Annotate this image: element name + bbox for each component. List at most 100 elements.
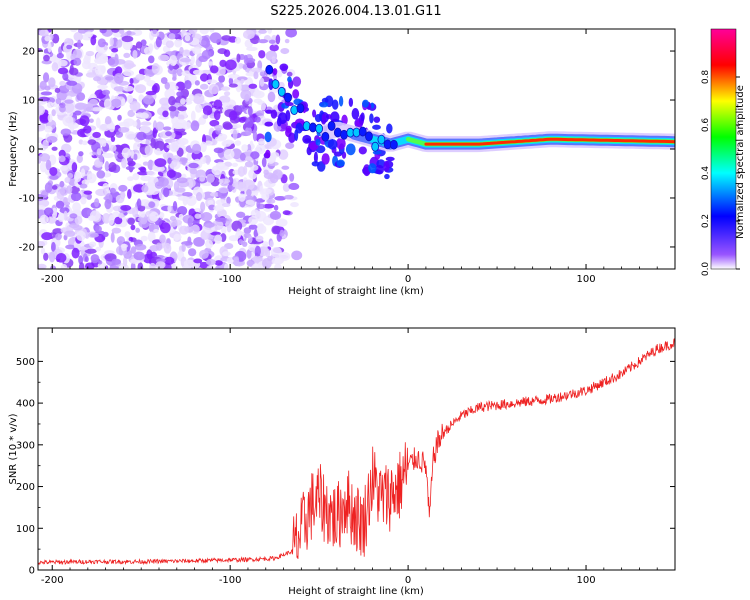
spectrogram-cell [59,180,65,188]
spectrogram-ridge-cell [389,139,398,150]
spectrogram-cell [90,35,97,46]
spectrogram-cell [321,153,330,165]
spectrogram-cell [74,215,83,225]
spectrogram-cell [304,138,312,143]
spectrogram-cell [127,176,134,182]
spectrogram-cell [218,74,226,83]
spectrogram-cell [243,227,252,234]
spectrogram-cell [111,29,120,33]
spectrogram-cell [152,29,157,35]
spectrogram-y-tick-label: -10 [19,193,35,204]
spectrogram-cell [83,125,92,134]
spectrogram-cell [134,243,147,251]
spectrogram-cell [288,132,296,144]
spectrogram-y-label: Frequency (Hz) [8,111,19,187]
spectrogram-cell [89,241,97,248]
spectrogram-cell [206,173,215,183]
spectrogram-y-tick-label: -20 [19,242,35,253]
spectrogram-cell [73,31,83,42]
spectrogram-cell [38,123,46,130]
spectrogram-cell [172,200,178,212]
spectrogram-cell [221,35,232,41]
spectrogram-cell [132,173,140,181]
spectrogram-cell [267,29,273,34]
spectrogram-cell [240,78,245,84]
spectrogram-cell [78,151,84,157]
spectrogram-cell [282,210,291,216]
snr-y-tick-label: 0 [29,566,35,577]
spectrogram-cell [87,62,99,71]
spectrogram-cell [207,61,214,66]
snr-y-tick-label: 500 [16,357,35,368]
spectrogram-cell [224,59,237,71]
spectrogram-cell [117,114,122,121]
spectrogram-cell [47,113,53,123]
spectrogram-cell [269,240,274,248]
spectrogram-cell [207,199,214,206]
spectrogram-cell [190,55,195,65]
spectrogram-cell [255,143,266,155]
spectrogram-cell [278,81,285,89]
spectrogram-cell [265,109,273,114]
spectrogram-cell [133,251,145,261]
spectrogram-cell [73,57,82,66]
spectrogram-cell [71,162,78,173]
spectrogram-cell [199,29,209,35]
spectrogram-cell [258,138,265,145]
colorbar: 0.0 0.2 0.4 0.6 0.8 Normalized spectral ampl… [701,28,746,277]
spectrogram-cell [254,116,261,123]
spectrogram-cell [111,48,119,53]
spectrogram-cell [110,232,115,243]
spectrogram-cell [231,220,243,232]
spectrogram-cell [228,83,238,88]
spectrogram-ridge [263,63,675,180]
spectrogram-cell [115,131,124,138]
spectrogram-cell [54,87,61,93]
spectrogram-ridge-cell [377,134,386,145]
spectrogram-cell [242,29,255,40]
spectrogram-cell [141,185,149,193]
spectrogram-cell [79,183,88,189]
spectrogram-cell [221,203,231,208]
spectrogram-cell [262,258,272,269]
spectrogram-cell [57,67,69,75]
spectrogram-cell [278,149,289,160]
spectrogram-cell [132,120,138,128]
spectrogram-cell [144,145,153,156]
colorbar-tick-label: 0.0 [701,262,711,277]
spectrogram-cell [80,196,87,205]
spectrogram-cell [143,46,153,55]
spectrogram-cell [204,140,213,146]
spectrogram-cell [243,165,248,175]
spectrogram-cell [194,80,200,86]
spectrogram-cell [109,144,117,152]
spectrogram-cell [213,205,224,212]
spectrogram-cell [127,217,135,225]
spectrogram-cell [245,199,255,206]
spectrogram-cell [58,149,66,158]
spectrogram-cell [166,169,176,179]
spectrogram-ridge-cell [327,121,336,131]
spectrogram-cell [169,29,181,34]
spectrogram-cell [321,97,329,104]
spectrogram-cell [199,156,207,165]
spectrogram-cell [245,156,253,162]
spectrogram-cell [84,31,94,38]
spectrogram-cell [147,231,156,243]
spectrogram-cell [213,234,223,244]
spectrogram-cell [125,131,136,140]
snr-x-label: Height of straight line (km) [288,586,424,597]
spectrogram-cell [76,92,86,101]
spectrogram-cell [198,116,207,125]
spectrogram-cell [176,147,184,157]
spectrogram-cell [239,152,246,161]
spectrogram-cell [227,73,240,79]
spectrogram-cell [176,177,188,184]
spectrogram-cell [385,156,395,162]
spectrogram-cell [189,168,198,175]
snr-x-tick-label: -200 [41,575,64,586]
spectrogram-cell [146,170,155,176]
spectrogram-cell [214,136,227,142]
spectrogram-cell [184,34,191,42]
spectrogram-cell [64,99,74,104]
